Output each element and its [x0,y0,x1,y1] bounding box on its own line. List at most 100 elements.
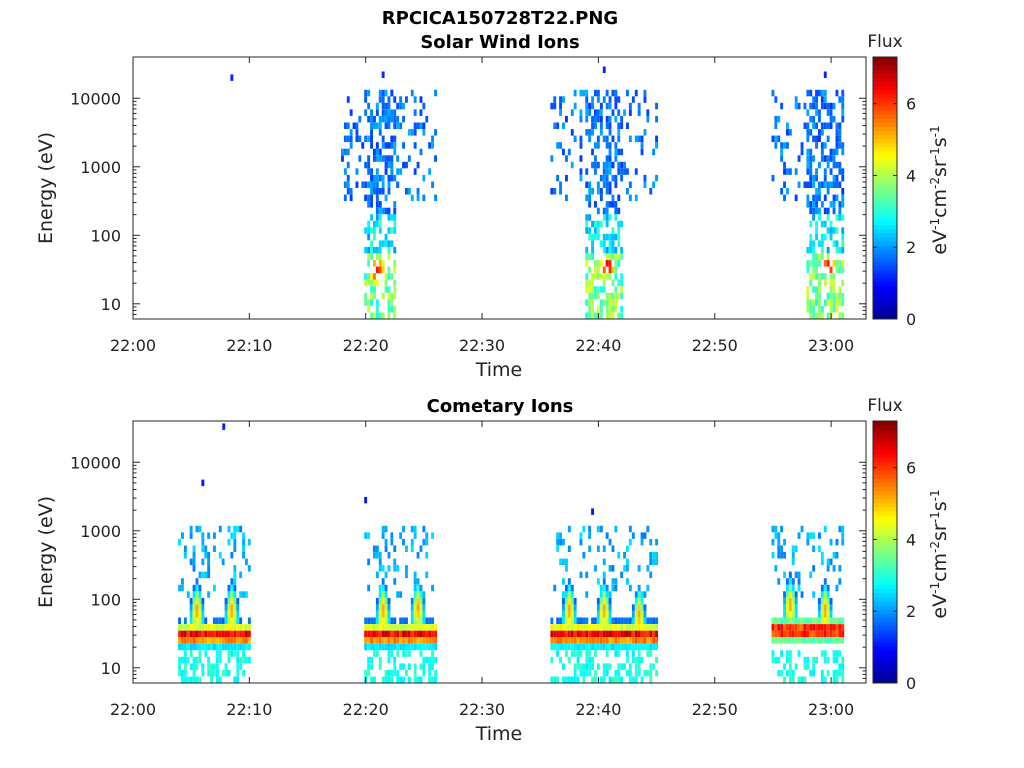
colorbar-swatch [873,188,897,193]
heatmap-cell [826,656,830,664]
heatmap-cell [364,643,368,651]
heatmap-cell [387,597,391,605]
heatmap-cell [373,155,376,162]
heatmap-cell [387,630,391,638]
heatmap-cell [599,240,603,247]
heatmap-cell [608,246,612,254]
heatmap-cell [425,115,429,123]
heatmap-cell [826,292,830,300]
heatmap-cell [378,611,382,618]
heatmap-cell [823,181,827,188]
heatmap-cell [596,597,600,605]
heatmap-cell [428,669,432,677]
heatmap-cell [192,565,196,572]
heatmap-cell [375,545,379,552]
heatmap-cell [588,637,592,644]
heatmap-cell [620,286,624,293]
heatmap-cell [405,643,408,651]
heatmap-cell [800,525,804,533]
heatmap-cell [375,148,379,156]
heatmap-cell [393,624,397,631]
heatmap-cell [428,637,432,644]
axes: 22:00 22:10 22:20 22:30 22:40 22:50 23:0010100… [70,421,866,719]
heatmap-cell [815,109,818,116]
heatmap-cell [242,656,245,664]
heatmap-cell [777,545,781,552]
heatmap-cell [637,656,641,664]
colorbar-swatch [873,523,897,528]
heatmap-cell [582,617,586,624]
colorbar-swatch [873,547,897,553]
heatmap-cell [195,663,199,670]
heatmap-cell [838,578,842,585]
heatmap-cell [649,538,653,546]
heatmap-cell [390,161,394,169]
heatmap-cell [809,129,813,136]
heatmap-cell [838,565,842,572]
heatmap-cell [431,135,434,143]
heatmap-cell [367,279,371,287]
heatmap-cell [820,246,824,254]
heatmap-cell [649,552,653,559]
heatmap-cell [390,630,394,638]
heatmap-cell [434,155,437,162]
heatmap-cell [565,584,568,592]
heatmap-cell [189,532,193,539]
heatmap-cell [579,532,583,539]
heatmap-cell [381,155,385,162]
heatmap-cell [602,584,606,592]
heatmap-cell [602,181,606,188]
heatmap-cell [608,604,612,611]
heatmap-cell [346,135,350,143]
heatmap-cell [800,617,804,624]
heatmap-cell [373,286,376,293]
colorbar-swatch [873,453,897,459]
heatmap-cell [605,669,609,677]
heatmap-cell [818,273,821,280]
heatmap-cell [553,96,557,103]
heatmap-cell [556,637,560,644]
heatmap-cell [820,201,824,208]
heatmap-cell [611,292,615,300]
heatmap-cell [559,181,562,188]
heatmap-cell [608,155,612,162]
heatmap-cell [588,545,592,552]
heatmap-cell [829,597,833,605]
heatmap-cell [605,305,609,313]
heatmap-cell [198,611,202,618]
heatmap-cell [390,669,394,677]
heatmap-cell [402,676,405,683]
heatmap-cell [803,181,807,188]
heatmap-cell [596,109,600,116]
heatmap-cell [800,676,804,683]
heatmap-cell [835,194,839,202]
heatmap-cell [594,617,597,624]
heatmap-cell [643,604,647,611]
heatmap-cell [413,142,417,149]
heatmap-cell [245,591,248,598]
heatmap-cell [233,565,237,572]
colorbar-swatch [873,527,897,532]
heatmap-cell [786,188,789,195]
heatmap-cell [783,663,786,670]
heatmap-cell [832,637,836,644]
heatmap-cell [364,246,368,254]
heatmap-cell [777,532,781,539]
heatmap-cell [242,650,245,657]
colorbar-swatch [873,457,897,463]
heatmap-cell [640,624,644,631]
heatmap-cell [835,246,839,254]
heatmap-cell [387,312,391,319]
heatmap-cell [192,604,196,611]
heatmap-cell [236,604,240,611]
x-tick-label: 22:30 [459,700,505,719]
heatmap-cell [777,617,781,624]
heatmap-cell [431,650,434,657]
heatmap-cell [643,630,647,638]
heatmap-cell [425,617,429,624]
heatmap-cell [393,207,397,215]
colorbar-swatch [873,106,897,111]
heatmap-cell [550,617,554,624]
heatmap-cell [390,214,394,221]
heatmap-cell [410,604,414,611]
